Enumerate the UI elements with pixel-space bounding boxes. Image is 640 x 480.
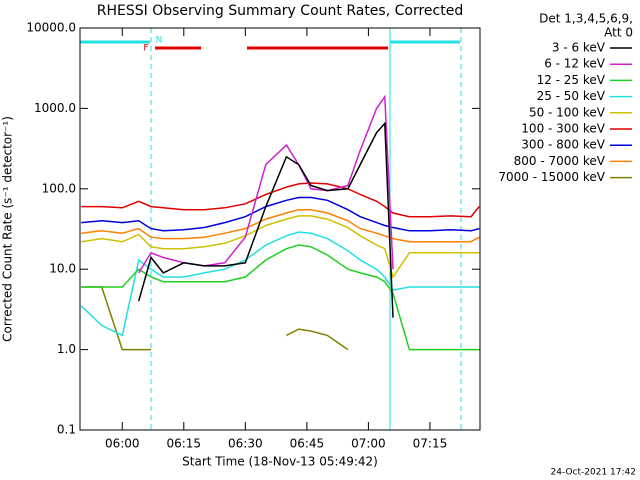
footer: 24-Oct-2021 17:42: [551, 468, 636, 478]
flag-label: F: [143, 44, 148, 54]
series-line: [81, 182, 480, 218]
series-line: [81, 208, 480, 243]
chart-title: RHESSI Observing Summary Count Rates, Co…: [97, 3, 463, 19]
y-axis-label: Corrected Count Rate (s⁻¹ detector⁻¹): [1, 116, 15, 342]
legend-label: 3 - 6 keV: [552, 41, 606, 55]
series-line: [81, 215, 480, 279]
plot-frame: [79, 27, 481, 431]
x-axis-label: Start Time (18-Nov-13 05:49:42): [182, 455, 378, 469]
legend-label: 50 - 100 keV: [529, 105, 606, 119]
x-tick-label: 06:15: [166, 437, 201, 451]
series-line: [80, 231, 480, 337]
y-tick-label: 100.0: [42, 181, 76, 195]
legend-label: 25 - 50 keV: [537, 89, 606, 103]
y-tick-label: 1000.0: [34, 101, 76, 115]
series-line: [81, 196, 480, 232]
series-line: [81, 244, 480, 351]
y-tick-label: 10.0: [49, 262, 76, 276]
series-line: [138, 94, 394, 274]
x-tick-label: 06:30: [228, 437, 263, 451]
series-line: [137, 121, 394, 318]
legend-title: Att 0: [604, 26, 633, 40]
x-tick-label: 06:45: [290, 437, 325, 451]
x-tick-label: 06:00: [105, 437, 140, 451]
x-tick-label: 07:00: [351, 437, 386, 451]
legend-label: 6 - 12 keV: [544, 57, 606, 71]
y-tick-label: 10000.0: [26, 21, 76, 35]
legend-title: Det 1,3,4,5,6,9,: [539, 12, 633, 26]
legend-label: 800 - 7000 keV: [514, 154, 606, 168]
legend-label: 100 - 300 keV: [521, 122, 605, 136]
y-tick-label: 0.1: [57, 423, 76, 437]
legend-label: 12 - 25 keV: [537, 73, 606, 87]
legend-label: 7000 - 15000 keV: [498, 170, 605, 184]
y-tick-label: 1.0: [57, 342, 76, 356]
x-tick-label: 07:15: [413, 437, 448, 451]
legend-label: 300 - 800 keV: [521, 138, 605, 152]
flag-label: N: [156, 36, 163, 46]
